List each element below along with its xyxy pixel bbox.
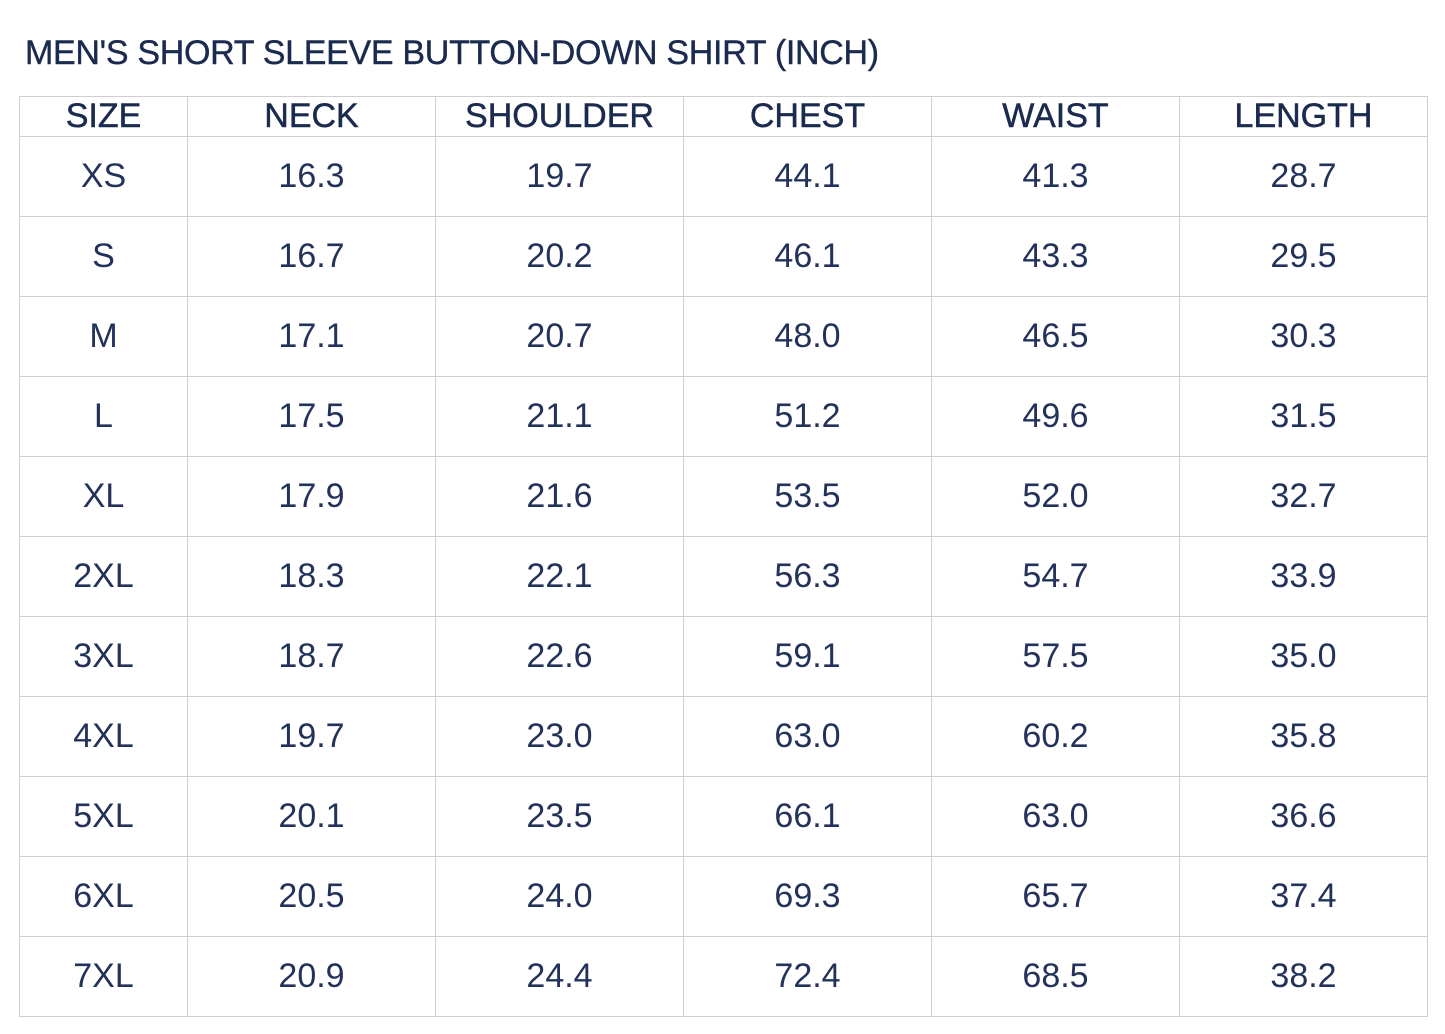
measure-cell: 35.8 xyxy=(1179,696,1428,777)
size-cell: 6XL xyxy=(19,856,188,937)
measure-cell: 41.3 xyxy=(931,136,1180,217)
measure-cell: 18.3 xyxy=(187,536,436,617)
column-header: NECK xyxy=(187,96,436,137)
column-header: CHEST xyxy=(683,96,932,137)
table-row: XS 16.3 19.7 44.1 41.3 28.7 xyxy=(19,136,1428,217)
table-row: 5XL 20.1 23.5 66.1 63.0 36.6 xyxy=(19,776,1428,857)
measure-cell: 24.0 xyxy=(435,856,684,937)
size-cell: S xyxy=(19,216,188,297)
size-cell: XL xyxy=(19,456,188,537)
table-row: S 16.7 20.2 46.1 43.3 29.5 xyxy=(19,216,1428,297)
measure-cell: 24.4 xyxy=(435,936,684,1017)
column-header: WAIST xyxy=(931,96,1180,137)
measure-cell: 63.0 xyxy=(683,696,932,777)
size-cell: XS xyxy=(19,136,188,217)
measure-cell: 29.5 xyxy=(1179,216,1428,297)
measure-cell: 66.1 xyxy=(683,776,932,857)
measure-cell: 59.1 xyxy=(683,616,932,697)
measure-cell: 38.2 xyxy=(1179,936,1428,1017)
measure-cell: 57.5 xyxy=(931,616,1180,697)
size-cell: M xyxy=(19,296,188,377)
measure-cell: 16.3 xyxy=(187,136,436,217)
measure-cell: 17.5 xyxy=(187,376,436,457)
measure-cell: 21.6 xyxy=(435,456,684,537)
measure-cell: 20.9 xyxy=(187,936,436,1017)
size-cell: 7XL xyxy=(19,936,188,1017)
measure-cell: 28.7 xyxy=(1179,136,1428,217)
measure-cell: 21.1 xyxy=(435,376,684,457)
measure-cell: 44.1 xyxy=(683,136,932,217)
measure-cell: 23.0 xyxy=(435,696,684,777)
size-cell: L xyxy=(19,376,188,457)
measure-cell: 54.7 xyxy=(931,536,1180,617)
measure-cell: 68.5 xyxy=(931,936,1180,1017)
measure-cell: 52.0 xyxy=(931,456,1180,537)
table-row: 6XL 20.5 24.0 69.3 65.7 37.4 xyxy=(19,856,1428,937)
size-cell: 4XL xyxy=(19,696,188,777)
measure-cell: 35.0 xyxy=(1179,616,1428,697)
table-row: XL 17.9 21.6 53.5 52.0 32.7 xyxy=(19,456,1428,537)
measure-cell: 72.4 xyxy=(683,936,932,1017)
measure-cell: 53.5 xyxy=(683,456,932,537)
table-row: 2XL 18.3 22.1 56.3 54.7 33.9 xyxy=(19,536,1428,617)
measure-cell: 20.2 xyxy=(435,216,684,297)
measure-cell: 20.7 xyxy=(435,296,684,377)
measure-cell: 17.1 xyxy=(187,296,436,377)
column-header: SIZE xyxy=(19,96,188,137)
table-row: L 17.5 21.1 51.2 49.6 31.5 xyxy=(19,376,1428,457)
title: MEN'S SHORT SLEEVE BUTTON-DOWN SHIRT (IN… xyxy=(25,34,879,72)
measure-cell: 49.6 xyxy=(931,376,1180,457)
measure-cell: 18.7 xyxy=(187,616,436,697)
table-row: 4XL 19.7 23.0 63.0 60.2 35.8 xyxy=(19,696,1428,777)
measure-cell: 37.4 xyxy=(1179,856,1428,937)
measure-cell: 23.5 xyxy=(435,776,684,857)
table-row: 3XL 18.7 22.6 59.1 57.5 35.0 xyxy=(19,616,1428,697)
size-table: SIZE NECK SHOULDER CHEST WAIST LENGTH XS 16.3 1… xyxy=(19,96,1428,1017)
measure-cell: 20.1 xyxy=(187,776,436,857)
measure-cell: 69.3 xyxy=(683,856,932,937)
measure-cell: 48.0 xyxy=(683,296,932,377)
measure-cell: 36.6 xyxy=(1179,776,1428,857)
measure-cell: 51.2 xyxy=(683,376,932,457)
table-row: M 17.1 20.7 48.0 46.5 30.3 xyxy=(19,296,1428,377)
header-row: SIZE NECK SHOULDER CHEST WAIST LENGTH xyxy=(19,96,1428,137)
measure-cell: 20.5 xyxy=(187,856,436,937)
size-cell: 5XL xyxy=(19,776,188,857)
size-cell: 3XL xyxy=(19,616,188,697)
measure-cell: 65.7 xyxy=(931,856,1180,937)
measure-cell: 19.7 xyxy=(187,696,436,777)
measure-cell: 60.2 xyxy=(931,696,1180,777)
measure-cell: 22.1 xyxy=(435,536,684,617)
measure-cell: 19.7 xyxy=(435,136,684,217)
column-header: SHOULDER xyxy=(435,96,684,137)
measure-cell: 22.6 xyxy=(435,616,684,697)
measure-cell: 30.3 xyxy=(1179,296,1428,377)
measure-cell: 56.3 xyxy=(683,536,932,617)
measure-cell: 46.5 xyxy=(931,296,1180,377)
table-row: 7XL 20.9 24.4 72.4 68.5 38.2 xyxy=(19,936,1428,1017)
measure-cell: 16.7 xyxy=(187,216,436,297)
size-cell: 2XL xyxy=(19,536,188,617)
measure-cell: 17.9 xyxy=(187,456,436,537)
measure-cell: 33.9 xyxy=(1179,536,1428,617)
measure-cell: 63.0 xyxy=(931,776,1180,857)
measure-cell: 32.7 xyxy=(1179,456,1428,537)
measure-cell: 31.5 xyxy=(1179,376,1428,457)
measure-cell: 43.3 xyxy=(931,216,1180,297)
table-body: XS 16.3 19.7 44.1 41.3 28.7 S 16.7 20.2 46.1 43.3 2… xyxy=(19,136,1428,1017)
measure-cell: 46.1 xyxy=(683,216,932,297)
column-header: LENGTH xyxy=(1179,96,1428,137)
